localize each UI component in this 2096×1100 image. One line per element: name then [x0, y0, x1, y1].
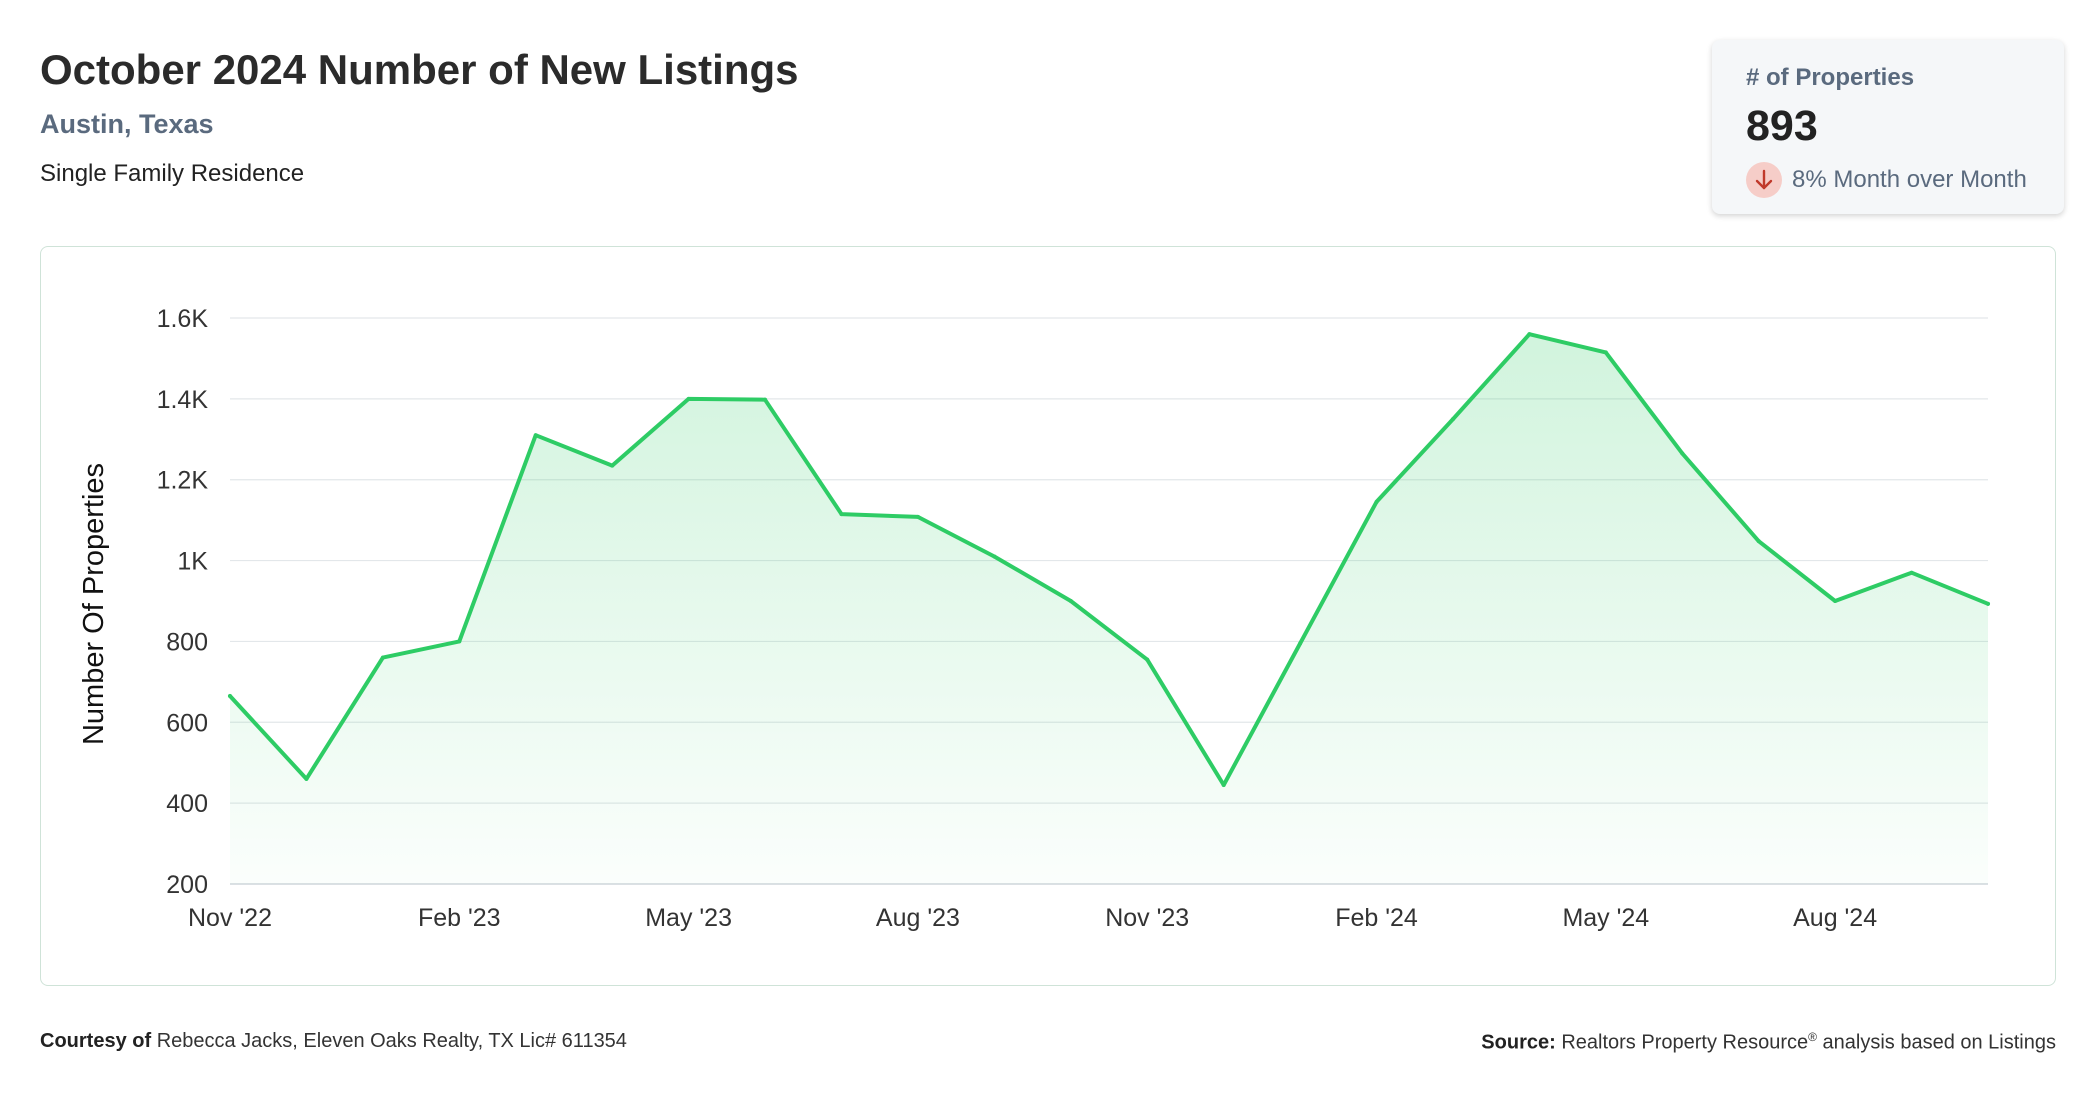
courtesy-label: Courtesy of	[40, 1030, 152, 1052]
arrow-down-icon	[1746, 162, 1782, 198]
y-tick-label: 600	[166, 709, 208, 737]
y-tick-label: 200	[166, 871, 208, 899]
data-point	[1068, 599, 1073, 603]
stat-card: # of Properties 893 8% Month over Month	[1712, 40, 2064, 214]
x-tick-label: May '24	[1562, 904, 1649, 932]
courtesy-footer: Courtesy of Rebecca Jacks, Eleven Oaks R…	[40, 1030, 627, 1053]
data-point	[1145, 657, 1150, 662]
data-point	[1909, 570, 1914, 575]
location-subtitle: Austin, Texas	[40, 109, 214, 139]
data-point	[1603, 350, 1608, 355]
y-tick-label: 400	[166, 790, 208, 818]
stat-change-text: 8% Month over Month	[1792, 166, 2027, 193]
x-tick-label: Feb '23	[418, 904, 501, 932]
data-point	[915, 514, 920, 519]
stat-label: # of Properties	[1746, 64, 1915, 91]
y-axis-title: Number Of Properties	[78, 463, 110, 745]
data-point	[533, 433, 538, 438]
data-point	[1833, 599, 1838, 603]
data-point	[457, 639, 462, 644]
data-point	[1680, 451, 1685, 456]
series-line	[228, 332, 1990, 787]
y-tick-label: 1.6K	[157, 305, 209, 333]
registered-mark: ®	[1808, 1030, 1817, 1044]
stat-value: 893	[1746, 102, 1818, 150]
data-point	[839, 512, 844, 517]
data-point	[1221, 782, 1226, 787]
x-tick-label: Feb '24	[1335, 904, 1418, 932]
source-label: Source:	[1481, 1031, 1556, 1054]
data-point	[992, 554, 997, 559]
source-text-suffix: analysis based on Listings	[1822, 1031, 2056, 1054]
data-point	[1450, 417, 1455, 422]
source-text: Realtors Property Resource	[1561, 1031, 1809, 1054]
data-point	[1374, 499, 1379, 504]
stat-change: 8% Month over Month	[1746, 162, 2027, 198]
data-point	[228, 694, 232, 699]
data-point	[380, 655, 385, 660]
courtesy-text: Rebecca Jacks, Eleven Oaks Realty, TX Li…	[156, 1030, 627, 1052]
property-type-label: Single Family Residence	[40, 160, 305, 187]
x-tick-label: May '23	[645, 904, 732, 932]
y-tick-label: 800	[166, 628, 208, 656]
data-point	[610, 463, 615, 468]
data-point	[304, 776, 309, 781]
page-title: October 2024 Number of New Listings	[40, 46, 799, 93]
data-point	[1527, 332, 1532, 337]
data-point	[1756, 539, 1761, 544]
x-tick-label: Aug '23	[876, 904, 960, 932]
data-point	[763, 397, 768, 402]
data-point	[686, 396, 691, 401]
source-footer: Source: Realtors Property Resource® anal…	[1481, 1030, 2056, 1055]
x-tick-label: Nov '22	[188, 904, 272, 932]
x-tick-label: Nov '23	[1105, 904, 1189, 932]
y-tick-label: 1.2K	[157, 467, 209, 495]
data-point	[1298, 641, 1303, 646]
x-tick-label: Aug '24	[1793, 904, 1877, 932]
series-area	[230, 334, 1988, 884]
y-tick-label: 1K	[177, 548, 208, 576]
y-tick-label: 1.4K	[157, 386, 209, 414]
line-chart: 200 400 600 800 1K 1.2K 1.4K 1.6K Nov '22 Feb '2…	[78, 305, 1990, 932]
data-point	[1986, 601, 1990, 606]
chart-panel: 200 400 600 800 1K 1.2K 1.4K 1.6K Nov '22 Feb '2…	[40, 246, 2056, 986]
